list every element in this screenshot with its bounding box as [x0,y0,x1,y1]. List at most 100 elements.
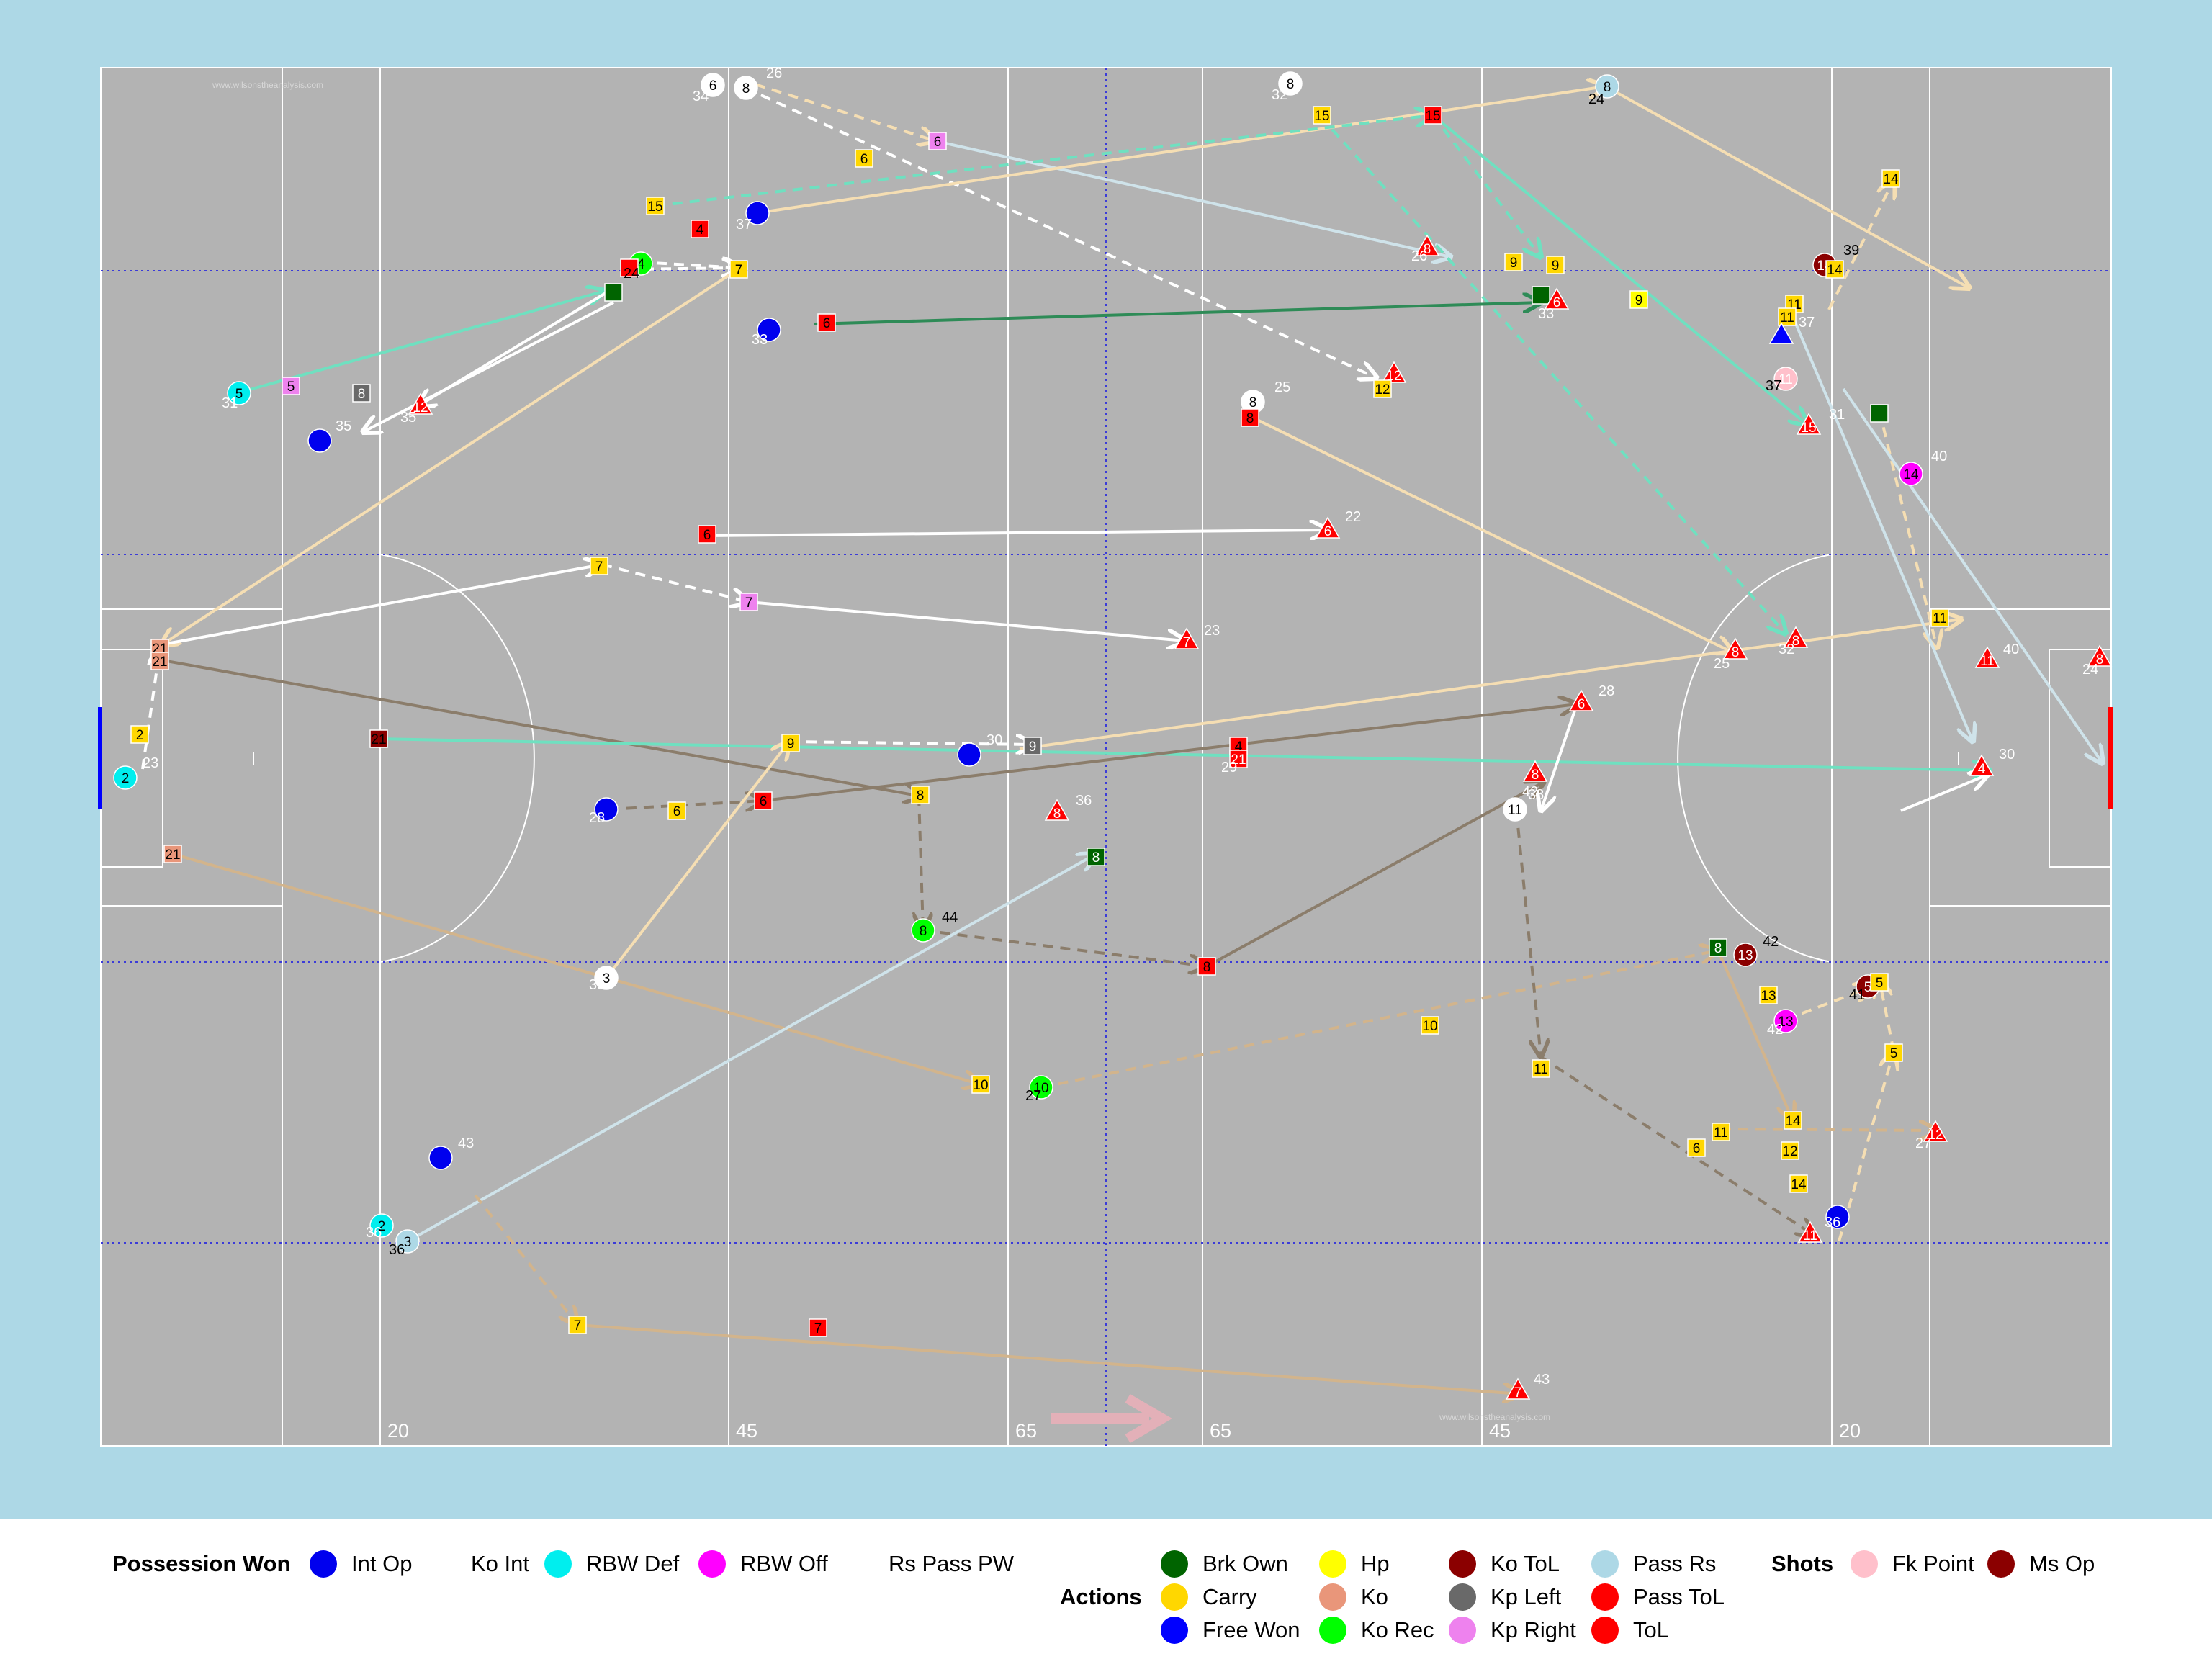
time-label-8: 33 [1538,306,1554,322]
legend-item-kp-left: Kp Left [1449,1583,1561,1611]
legend-item-brk-own: Brk Own [1161,1550,1288,1578]
marker-shape [1781,1141,1799,1160]
arc-right [1677,554,1833,963]
marker-label: 14 [1903,467,1919,482]
marker-label: 14 [1883,172,1899,187]
marker-label: 7 [735,263,743,278]
action-marker-84: 11 [1532,1059,1550,1078]
time-label-26: 30 [986,732,1002,748]
marker-shape [1313,106,1331,125]
action-marker-55: 2 [130,725,149,744]
action-marker-21 [1532,286,1550,305]
time-label-20: 25 [1714,656,1730,672]
marker-shape [1969,754,1995,776]
time-label-15: 35 [400,410,416,426]
legend-title-actions: Actions [1060,1584,1142,1609]
marker-shape [667,801,686,820]
marker-shape [395,1229,420,1254]
action-marker-92 [428,1146,453,1170]
legend-swatch [1591,1550,1619,1578]
action-marker-28 [1768,322,1794,344]
legend-swatch [847,1550,874,1578]
marker-shape [1629,290,1648,309]
marker-label: 15 [1801,421,1816,436]
legend-label: Int Op [351,1551,413,1576]
time-label-22: 40 [2003,642,2019,657]
legend-label: Pass Rs [1633,1551,1717,1576]
marker-shape [1881,169,1900,188]
time-label-16: 31 [1829,407,1845,423]
legend-swatch [1591,1583,1619,1611]
time-label-11: 25 [1274,379,1290,395]
marker-label: 11 [1780,310,1794,325]
legend-item-fk-point: Fk Point [1851,1550,1974,1578]
action-marker-89: 6 [1687,1138,1706,1157]
marker-label: 13 [1737,948,1753,963]
legend-label: Ko ToL [1491,1551,1560,1576]
marker-shape [1733,943,1758,967]
pitch-label-65-right: 65 [1210,1420,1231,1442]
marker-label: 7 [574,1318,582,1334]
action-marker-83: 5 [1884,1043,1903,1062]
pitch-distance-labels: 20 45 65 65 45 20 [387,1420,1861,1442]
marker-label: 2 [378,1219,386,1234]
time-label-2: 32 [1272,87,1287,103]
action-marker-38 [1870,404,1889,423]
goal-right [2108,707,2113,809]
action-path-5 [655,115,1433,207]
marker-shape [1773,367,1798,391]
marker-label: 10 [1422,1019,1437,1034]
marker-shape [282,377,300,395]
arc-left [379,554,535,963]
action-marker-54: 6 [1568,689,1594,712]
marker-shape [113,765,138,790]
action-path-39 [1720,1129,1937,1130]
action-marker-67 [594,797,619,822]
action-marker-23: 9 [1629,290,1648,309]
legend-swatch [1319,1550,1346,1578]
legend-item-ko-int: Ko Int [429,1550,529,1578]
time-label-0: 26 [766,66,782,81]
marker-label: 15 [1425,109,1440,124]
marker-label: 12 [1375,382,1390,397]
marker-label: 6 [673,804,681,819]
marker-label: 7 [595,559,603,575]
pitch-label-45-right: 45 [1489,1420,1511,1442]
action-marker-8: 14 [1881,169,1900,188]
marker-shape [1789,1174,1808,1193]
action-marker-33: 5 [282,377,300,395]
marker-label: 8 [1249,395,1257,410]
action-marker-76: 8 [1197,957,1216,976]
marker-shape [781,734,800,752]
marker-shape [1278,71,1303,96]
action-path-24 [763,704,1577,802]
marker-label: 8 [1532,768,1539,783]
legend-item-ko-rec: Ko Rec [1319,1616,1434,1645]
marker-shape [1709,938,1727,957]
marker-label: 3 [603,971,611,986]
legend-item-free-won: Free Won [1161,1616,1300,1645]
marker-label: 14 [1785,1114,1801,1129]
action-marker-41: 14 [1899,462,1923,486]
marker-shape [1712,1123,1730,1141]
marker-shape [1899,462,1923,486]
action-marker-17: 9 [1546,256,1565,274]
action-path-46 [1791,316,1973,742]
marker-label: 4 [1978,762,1986,777]
marker-shape [646,197,665,215]
marker-label: 4 [696,222,704,238]
time-label-32: 36 [1076,793,1092,809]
time-label-34: 42 [1763,934,1779,950]
action-path-16 [705,530,1328,536]
marker-shape [698,525,716,544]
legend: Possession Won Int Op Ko Int RBW Def RBW… [0,1519,2212,1659]
legend-swatch [429,1550,457,1578]
action-marker-43: 6 [1315,516,1341,539]
pitch-label-45-left: 45 [736,1420,757,1442]
action-path-32 [1040,950,1718,1089]
marker-shape [1825,1205,1850,1229]
action-marker-26: 6 [817,313,836,332]
marker-label: 21 [152,655,167,670]
action-path-4 [1605,85,1969,288]
marker-label: 10 [973,1078,988,1093]
